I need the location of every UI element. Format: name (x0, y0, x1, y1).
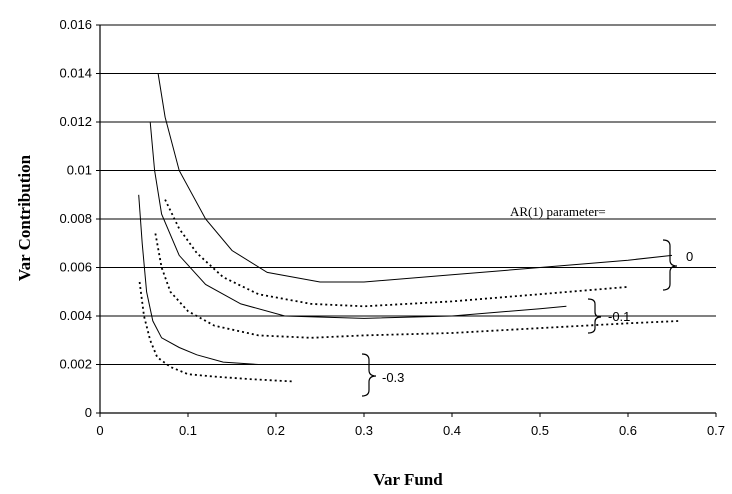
y-tick-label: 0.016 (59, 17, 92, 32)
gridlines (100, 24, 716, 366)
brace-minus-0-1 (587, 298, 602, 334)
x-tick-label: 0 (96, 423, 103, 438)
y-axis-title: Var Contribution (15, 154, 34, 281)
series-line-0 (157, 73, 673, 283)
x-tick-labels: 0 0.1 0.2 0.3 0.4 0.5 0.6 0.7 (96, 413, 725, 438)
x-tick-label: 0.5 (531, 423, 549, 438)
series-line-4 (138, 194, 294, 365)
x-tick-label: 0.6 (619, 423, 637, 438)
brace-minus-0-3 (361, 353, 377, 397)
x-tick-label: 0.2 (267, 423, 285, 438)
x-tick-label: 0.4 (443, 423, 461, 438)
y-tick-label: 0.002 (59, 357, 92, 372)
y-tick-label: 0.014 (59, 66, 92, 81)
group-label-minus-0-1: -0.1 (608, 309, 630, 324)
ar-parameter-annotation: AR(1) parameter= (510, 204, 606, 219)
group-label-0: 0 (686, 249, 693, 264)
brace-0 (662, 239, 678, 291)
y-tick-label: 0.004 (59, 308, 92, 323)
y-tick-labels: 0 0.002 0.004 0.006 0.008 0.01 0.012 0.014 0.016 (59, 17, 100, 420)
y-tick-label: 0.006 (59, 260, 92, 275)
series-lines (138, 73, 681, 383)
x-tick-label: 0.7 (707, 423, 725, 438)
x-tick-label: 0.3 (355, 423, 373, 438)
y-tick-label: 0.012 (59, 114, 92, 129)
y-tick-label: 0.01 (67, 163, 92, 178)
x-axis-title: Var Fund (373, 470, 443, 489)
series-line-2 (149, 121, 567, 319)
group-label-minus-0-3: -0.3 (382, 370, 404, 385)
y-tick-label: 0 (85, 405, 92, 420)
series-line-3 (154, 233, 681, 339)
series-line-1 (164, 199, 629, 308)
x-tick-label: 0.1 (179, 423, 197, 438)
y-tick-label: 0.008 (59, 211, 92, 226)
series-line-5 (138, 281, 294, 383)
